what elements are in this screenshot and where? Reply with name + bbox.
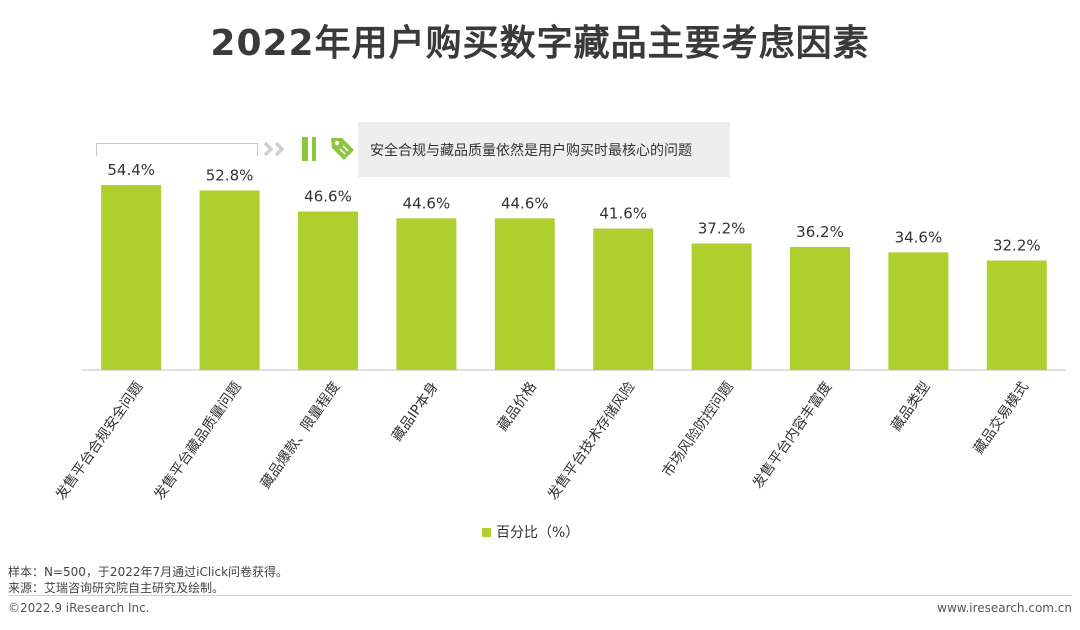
bar bbox=[986, 260, 1047, 370]
bars-icon bbox=[302, 137, 316, 161]
category-label: 藏品爆款、限量程度 bbox=[258, 379, 343, 491]
category-label: 发售平台合规安全问题 bbox=[52, 379, 146, 503]
bar-chart: 54.4% 发售平台合规安全问题 52.8% 发售平台藏品质量问题 46.6% 藏品爆款、… bbox=[52, 161, 1066, 503]
copyright: ©2022.9 iResearch Inc. bbox=[8, 601, 150, 615]
legend: 百分比（%） bbox=[482, 522, 579, 542]
arrow-right-icon bbox=[263, 141, 285, 157]
category-label: 市场风险防控问题 bbox=[659, 379, 737, 480]
data-label: 41.6% bbox=[599, 205, 647, 223]
sample-footnote: 样本：N=500，于2022年7月通过iClick问卷获得。 bbox=[8, 565, 289, 579]
website: www.iresearch.com.cn bbox=[937, 601, 1072, 615]
category-label: 发售平台藏品质量问题 bbox=[151, 379, 244, 503]
category-label: 发售平台技术存储风险 bbox=[545, 379, 638, 503]
callout-text: 安全合规与藏品质量依然是用户购买时最核心的问题 bbox=[370, 142, 692, 159]
legend-label: 百分比（%） bbox=[496, 525, 580, 541]
legend-swatch bbox=[482, 527, 491, 537]
bar bbox=[199, 190, 260, 370]
data-label: 54.4% bbox=[107, 161, 155, 179]
data-label: 36.2% bbox=[796, 223, 844, 241]
data-label: 44.6% bbox=[403, 194, 451, 212]
category-label: 藏品价格 bbox=[495, 379, 540, 434]
category-label: 藏品类型 bbox=[888, 379, 933, 434]
data-label: 46.6% bbox=[304, 188, 352, 206]
callout-box: 安全合规与藏品质量依然是用户购买时最核心的问题 bbox=[358, 122, 730, 177]
bar bbox=[691, 243, 752, 370]
bar bbox=[298, 211, 358, 370]
data-label: 44.6% bbox=[501, 194, 549, 212]
chart-title: 2022年用户购买数字藏品主要考虑因素 bbox=[210, 23, 870, 64]
bar bbox=[101, 185, 162, 370]
bar bbox=[888, 252, 949, 370]
category-label: 藏品IP本身 bbox=[389, 379, 441, 444]
category-label: 发售平台内容丰富度 bbox=[749, 379, 835, 492]
source-footnote: 来源：艾瑞咨询研究院自主研究及绘制。 bbox=[8, 581, 225, 595]
tag-icon bbox=[331, 138, 354, 160]
bar bbox=[790, 246, 850, 370]
data-label: 37.2% bbox=[698, 220, 746, 238]
data-label: 32.2% bbox=[993, 237, 1041, 255]
footer-divider bbox=[8, 595, 1072, 596]
data-label: 34.6% bbox=[895, 228, 943, 246]
category-label: 藏品交易模式 bbox=[970, 379, 1032, 458]
bar bbox=[593, 228, 654, 370]
bar bbox=[396, 218, 457, 370]
data-label: 52.8% bbox=[206, 166, 254, 184]
bar bbox=[494, 218, 555, 370]
callout-bracket bbox=[96, 143, 258, 156]
